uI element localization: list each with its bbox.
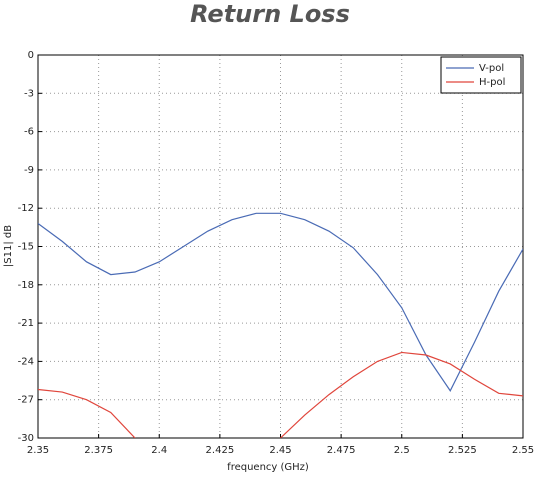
chart-title: Return Loss	[190, 0, 350, 28]
y-tick-label: -24	[18, 356, 34, 367]
x-tick-label: 2.525	[448, 445, 477, 456]
y-tick-label: -27	[18, 395, 34, 406]
y-tick-label: -12	[18, 203, 34, 214]
legend-label: V-pol	[479, 63, 504, 74]
legend-box	[440, 56, 522, 94]
x-tick-label: 2.4	[151, 445, 167, 456]
y-tick-label: -9	[24, 165, 34, 176]
x-tick-label: 2.45	[269, 445, 291, 456]
series-line	[38, 212, 523, 392]
y-tick-label: 0	[28, 50, 34, 61]
y-tick-label: -21	[18, 318, 34, 329]
x-tick-label: 2.5	[394, 445, 410, 456]
y-axis-label: |S11| dB	[3, 225, 14, 267]
legend-label: H-pol	[479, 77, 505, 88]
x-tick-label: 2.475	[327, 445, 356, 456]
x-axis-label: frequency (GHz)	[227, 462, 309, 473]
y-tick-label: -6	[24, 127, 34, 138]
x-tick-label: 2.375	[84, 445, 113, 456]
y-tick-label: -30	[18, 433, 34, 444]
x-tick-label: 2.425	[206, 445, 235, 456]
y-tick-label: -3	[24, 88, 34, 99]
series-line	[38, 351, 523, 438]
y-tick-label: -15	[18, 242, 34, 253]
x-tick-label: 2.55	[512, 445, 534, 456]
y-tick-label: -18	[18, 280, 34, 291]
lines	[38, 212, 523, 438]
x-tick-label: 2.35	[27, 445, 49, 456]
